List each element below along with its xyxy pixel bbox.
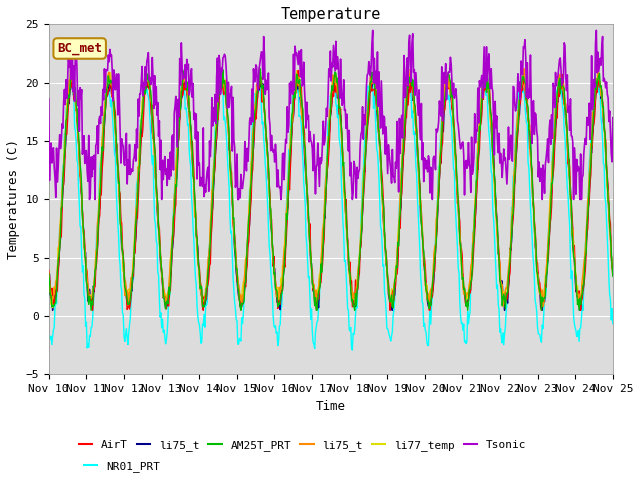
Text: BC_met: BC_met — [57, 42, 102, 55]
Title: Temperature: Temperature — [280, 7, 381, 22]
X-axis label: Time: Time — [316, 400, 346, 413]
Y-axis label: Temperatures (C): Temperatures (C) — [7, 140, 20, 260]
Legend: NR01_PRT: NR01_PRT — [79, 457, 164, 477]
